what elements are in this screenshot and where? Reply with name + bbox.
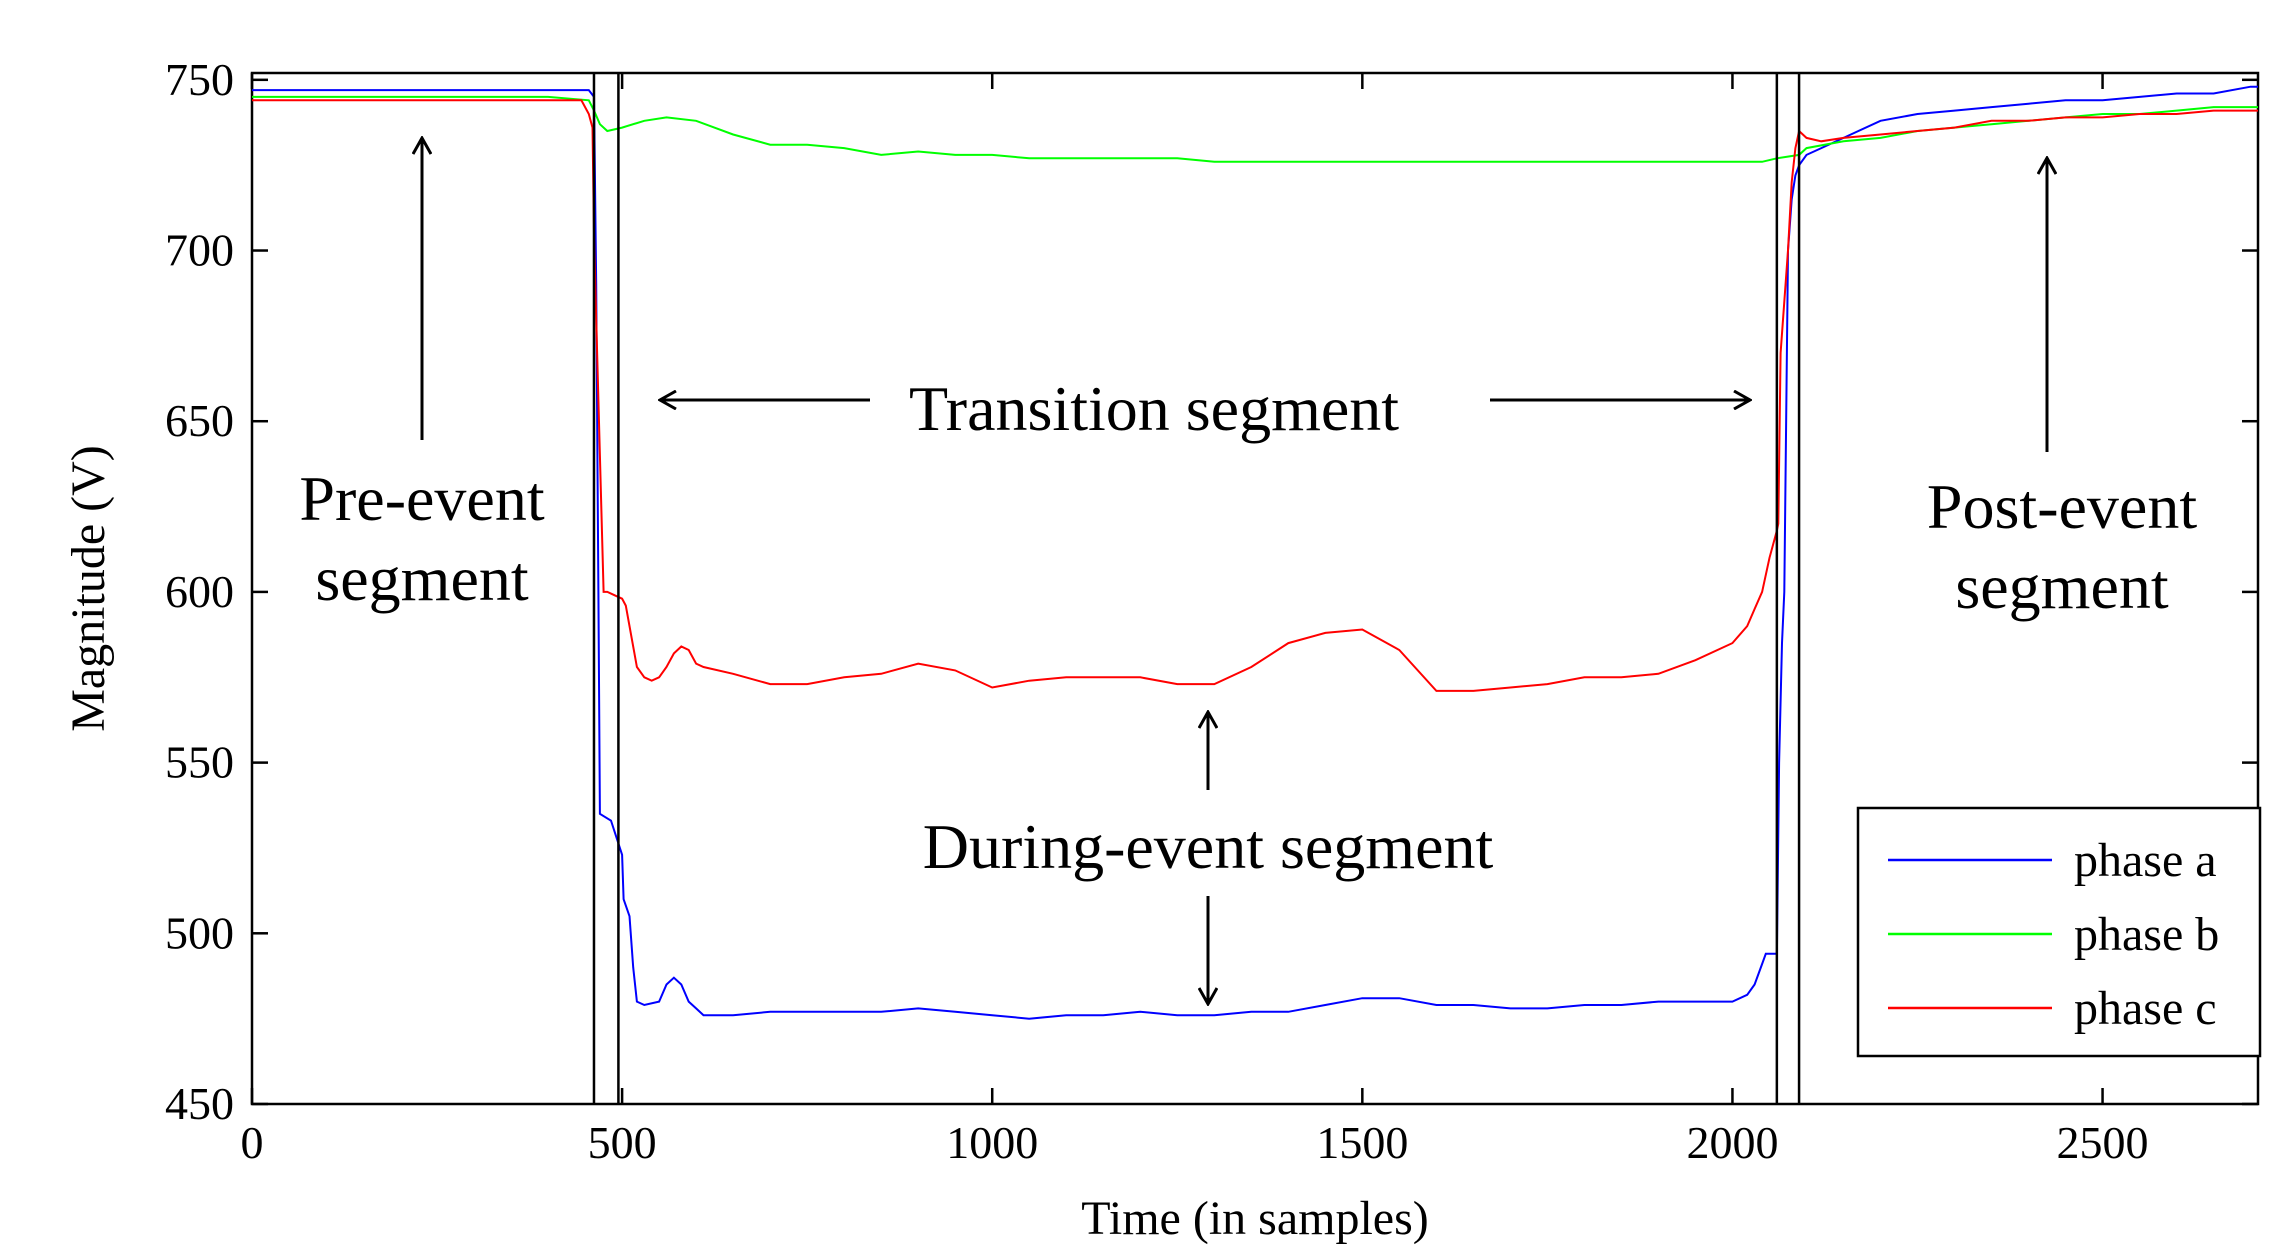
x-tick-label: 0	[241, 1117, 264, 1168]
y-tick-label: 450	[165, 1078, 234, 1129]
annotation-during-event: During-event segment	[923, 811, 1494, 882]
annotation-post-event-line2: segment	[1955, 551, 2169, 622]
annotation-transition: Transition segment	[909, 373, 1399, 444]
annotation-pre-event-line1: Pre-event	[299, 463, 544, 534]
y-tick-label: 550	[165, 737, 234, 788]
y-tick-label: 650	[165, 395, 234, 446]
y-tick-label: 500	[165, 907, 234, 958]
annotation-post-event-line1: Post-event	[1927, 471, 2197, 542]
legend-label-phase-c: phase c	[2074, 982, 2217, 1035]
legend-label-phase-a: phase a	[2074, 834, 2217, 887]
legend-label-phase-b: phase b	[2074, 908, 2219, 961]
x-tick-label: 1000	[946, 1117, 1038, 1168]
x-tick-label: 1500	[1316, 1117, 1408, 1168]
x-tick-label: 2000	[1686, 1117, 1778, 1168]
annotation-pre-event-line2: segment	[315, 543, 529, 614]
y-tick-label: 750	[165, 54, 234, 105]
axes-frame	[250, 71, 2260, 1106]
y-tick-label: 700	[165, 225, 234, 276]
legend-box	[1856, 806, 2262, 1058]
x-tick-label: 500	[588, 1117, 657, 1168]
x-tick-label: 2500	[2057, 1117, 2149, 1168]
y-tick-label: 600	[165, 566, 234, 617]
y-axis-label: Magnitude (V)	[62, 445, 115, 732]
x-axis-label: Time (in samples)	[1081, 1192, 1429, 1245]
